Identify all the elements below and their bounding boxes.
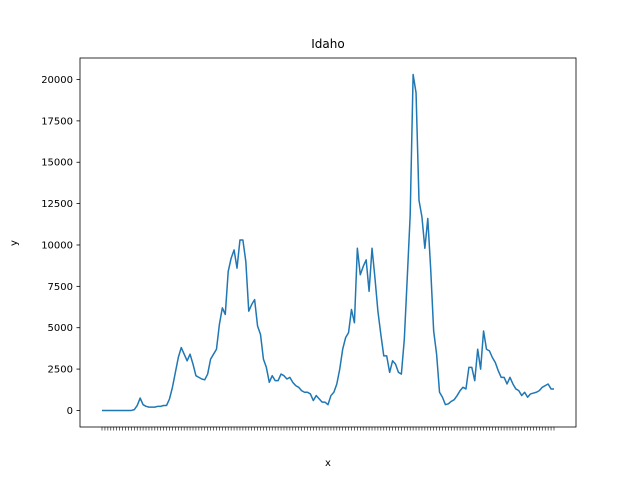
y-tick-label: 5000 <box>48 323 73 334</box>
y-tick-label: 15000 <box>41 158 73 169</box>
x-axis-ticks <box>101 427 555 431</box>
plot-frame <box>79 57 577 428</box>
chart-title: Idaho <box>311 37 344 51</box>
y-tick-label: 0 <box>67 406 73 417</box>
y-tick-label: 10000 <box>41 240 73 251</box>
y-tick-label: 2500 <box>48 365 73 376</box>
y-axis-label: y <box>9 240 20 246</box>
y-tick-label: 12500 <box>41 199 73 210</box>
y-tick-label: 17500 <box>41 116 73 127</box>
y-axis-ticks: 0 2500 5000 7500 10000 12500 15000 17500 20000 <box>41 75 80 417</box>
y-tick-label: 20000 <box>41 75 73 86</box>
series-line <box>102 73 554 412</box>
y-tick-label: 7500 <box>48 282 73 293</box>
x-axis-label: x <box>325 458 331 469</box>
